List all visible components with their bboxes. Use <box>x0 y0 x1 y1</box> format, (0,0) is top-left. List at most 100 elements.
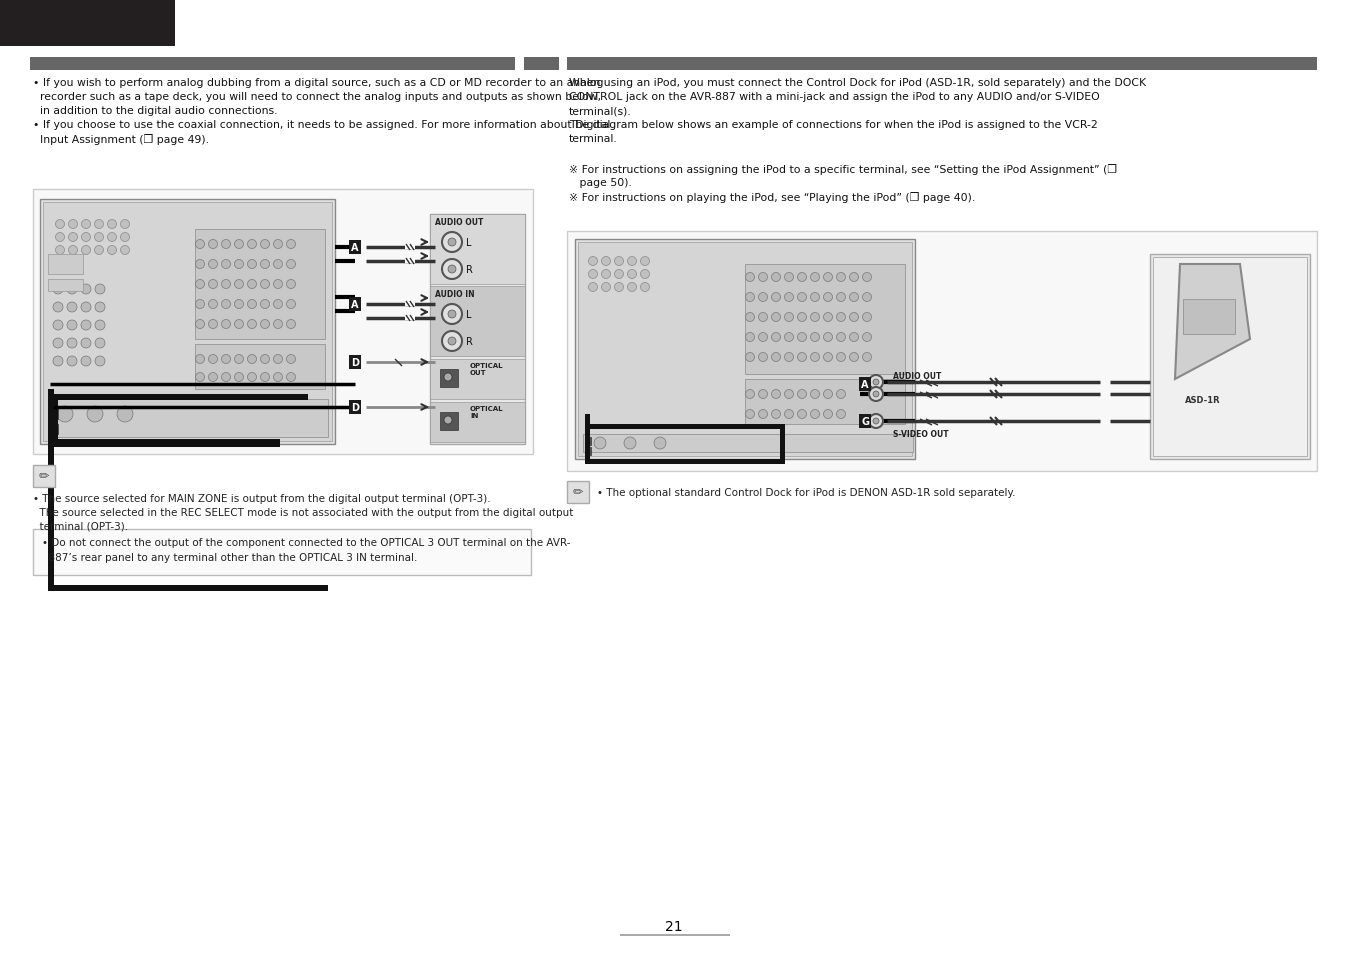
Circle shape <box>873 392 880 397</box>
Circle shape <box>274 320 282 329</box>
Bar <box>49 390 54 589</box>
Circle shape <box>286 320 295 329</box>
Bar <box>49 585 328 592</box>
Text: • The optional standard Control Dock for iPod is DENON ASD-1R sold separately.: • The optional standard Control Dock for… <box>598 488 1016 497</box>
Circle shape <box>260 355 270 364</box>
Circle shape <box>235 260 244 269</box>
Circle shape <box>823 354 832 362</box>
Text: 21: 21 <box>665 919 683 933</box>
Circle shape <box>823 314 832 322</box>
Circle shape <box>94 220 104 230</box>
Text: terminal (OPT-3).: terminal (OPT-3). <box>32 521 128 532</box>
Circle shape <box>625 437 635 450</box>
Bar <box>1149 254 1310 459</box>
Circle shape <box>602 271 611 279</box>
Text: R: R <box>465 336 473 347</box>
Circle shape <box>286 355 295 364</box>
Bar <box>745 265 905 375</box>
Circle shape <box>196 320 205 329</box>
Circle shape <box>86 407 103 422</box>
Text: A: A <box>351 243 359 253</box>
Circle shape <box>221 300 231 309</box>
Circle shape <box>836 334 846 342</box>
Circle shape <box>196 355 205 364</box>
Bar <box>585 448 591 456</box>
Circle shape <box>785 390 793 399</box>
Bar <box>32 465 55 488</box>
Circle shape <box>221 355 231 364</box>
Bar <box>49 280 84 292</box>
Circle shape <box>811 274 819 282</box>
Circle shape <box>627 283 637 293</box>
Circle shape <box>869 375 884 390</box>
Text: • If you wish to perform analog dubbing from a digital source, such as a CD or M: • If you wish to perform analog dubbing … <box>32 78 603 88</box>
Bar <box>49 399 328 437</box>
Circle shape <box>94 246 104 255</box>
Circle shape <box>758 274 768 282</box>
Circle shape <box>108 220 116 230</box>
Circle shape <box>120 220 130 230</box>
Circle shape <box>247 320 256 329</box>
Bar <box>40 200 335 444</box>
Circle shape <box>209 260 217 269</box>
Circle shape <box>260 374 270 382</box>
Circle shape <box>260 320 270 329</box>
Bar <box>440 413 459 431</box>
Circle shape <box>758 314 768 322</box>
Circle shape <box>627 257 637 266</box>
Bar <box>430 214 525 285</box>
Circle shape <box>448 337 456 346</box>
Circle shape <box>850 354 858 362</box>
Circle shape <box>746 314 754 322</box>
Bar <box>745 379 905 424</box>
Circle shape <box>785 334 793 342</box>
Circle shape <box>823 274 832 282</box>
Circle shape <box>823 390 832 399</box>
Circle shape <box>758 390 768 399</box>
Circle shape <box>260 300 270 309</box>
Circle shape <box>274 300 282 309</box>
Text: in addition to the digital audio connections.: in addition to the digital audio connect… <box>32 106 278 116</box>
Circle shape <box>442 305 461 325</box>
Bar <box>196 230 325 339</box>
Circle shape <box>67 303 77 313</box>
Circle shape <box>588 271 598 279</box>
Circle shape <box>196 240 205 250</box>
Circle shape <box>836 294 846 302</box>
Circle shape <box>209 355 217 364</box>
Circle shape <box>274 355 282 364</box>
Bar <box>50 424 58 435</box>
Bar <box>575 240 915 459</box>
Text: S-VIDEO OUT: S-VIDEO OUT <box>893 430 948 438</box>
Text: L: L <box>465 237 472 248</box>
Bar <box>585 424 785 430</box>
Text: Input Assignment (❒ page 49).: Input Assignment (❒ page 49). <box>32 133 209 145</box>
Bar <box>50 410 58 419</box>
Bar <box>0 0 175 47</box>
Circle shape <box>247 355 256 364</box>
Circle shape <box>196 260 205 269</box>
Circle shape <box>869 415 884 429</box>
Text: D: D <box>351 402 359 413</box>
Circle shape <box>797 294 807 302</box>
Circle shape <box>594 437 606 450</box>
Bar <box>567 232 1317 472</box>
Circle shape <box>274 374 282 382</box>
Circle shape <box>209 240 217 250</box>
Text: recorder such as a tape deck, you will need to connect the analog inputs and out: recorder such as a tape deck, you will n… <box>32 91 602 102</box>
Circle shape <box>836 410 846 419</box>
Circle shape <box>94 338 105 349</box>
Circle shape <box>286 260 295 269</box>
Polygon shape <box>1175 265 1251 379</box>
Circle shape <box>274 260 282 269</box>
Circle shape <box>209 320 217 329</box>
Circle shape <box>286 374 295 382</box>
Circle shape <box>108 233 116 242</box>
Circle shape <box>209 374 217 382</box>
Circle shape <box>588 257 598 266</box>
Text: OPTICAL
OUT: OPTICAL OUT <box>469 363 503 375</box>
Bar <box>1183 299 1234 335</box>
Circle shape <box>286 240 295 250</box>
Circle shape <box>836 314 846 322</box>
Bar <box>32 530 532 576</box>
